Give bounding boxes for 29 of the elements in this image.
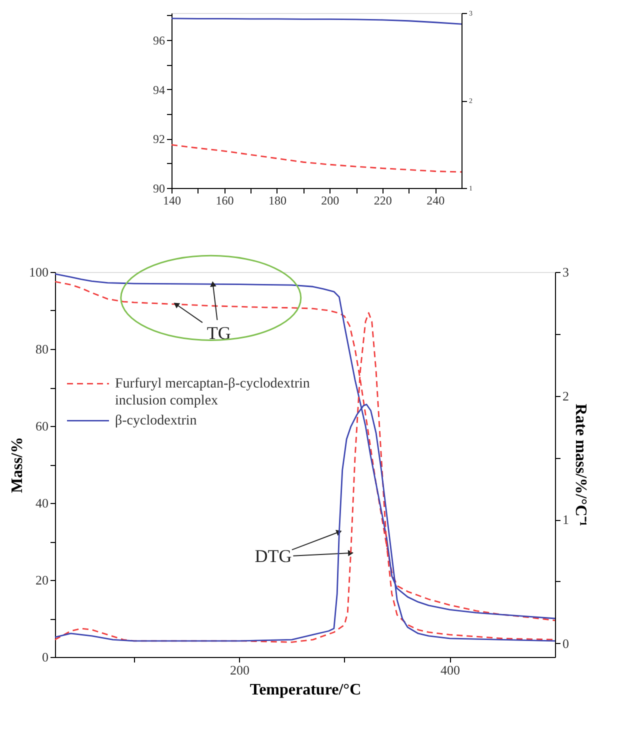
x-tick-label: 400 <box>440 662 460 678</box>
x-tick-label: 240 <box>426 194 445 208</box>
x-tick-label: 180 <box>268 194 286 208</box>
y2-tick-label: 1 <box>562 512 569 528</box>
x-tick-label: 200 <box>230 662 250 678</box>
y-tick-label: 92 <box>153 132 165 146</box>
y-tick-label: 90 <box>153 182 165 196</box>
y-axis-title: Mass/% <box>9 437 26 493</box>
y-tick-label: 80 <box>36 342 48 356</box>
y-tick-label: 0 <box>42 650 48 664</box>
annotation: TG <box>206 322 231 343</box>
y-tick-label: 40 <box>36 496 48 510</box>
annotation: DTG <box>254 546 292 566</box>
y-tick-label: 20 <box>36 572 48 588</box>
y-tick-label: 60 <box>36 418 48 434</box>
x-tick-label: 140 <box>163 194 181 208</box>
y-tick-label: 100 <box>29 264 48 280</box>
x-tick-label: 200 <box>321 194 340 208</box>
y2-tick-label: 3 <box>562 264 569 280</box>
y-tick-label: 96 <box>153 34 165 48</box>
y2-axis-title: Rate mass/%/°C⁻¹ <box>572 404 589 526</box>
legend-label: β-cyclodextrin <box>115 414 197 429</box>
line-series <box>170 144 462 173</box>
y-tick-label: 94 <box>153 82 165 97</box>
y2-tick-label: 2 <box>562 388 569 404</box>
x-axis-title: Temperature/°C <box>250 682 362 698</box>
y2-tick-label: 0 <box>562 636 569 651</box>
x-tick-label: 160 <box>216 194 234 208</box>
x-tick-label: 220 <box>374 194 392 208</box>
